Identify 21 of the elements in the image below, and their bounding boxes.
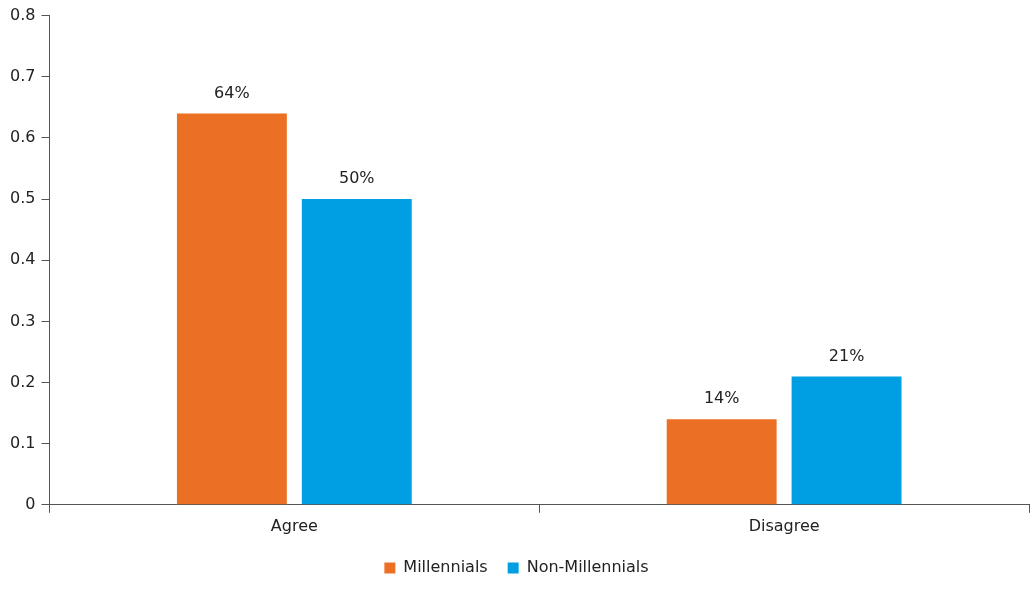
y-tick-label: 0.1	[9, 432, 36, 452]
data-label: 50%	[339, 168, 375, 188]
data-label: 14%	[703, 388, 740, 408]
y-tick-label: 0.3	[9, 310, 36, 330]
data-label: 21%	[828, 345, 865, 365]
bar	[791, 376, 902, 505]
bar	[176, 113, 287, 505]
x-tick-label: Agree	[270, 515, 318, 535]
bar	[301, 199, 412, 505]
x-tick-label: Disagree	[748, 515, 820, 535]
y-tick-label: 0.2	[9, 371, 36, 391]
bar	[666, 419, 777, 505]
legend-label: Millennials	[403, 557, 488, 577]
y-tick-label: 0.5	[9, 188, 36, 208]
y-tick-label: 0.6	[9, 127, 36, 147]
y-tick-label: 0	[25, 493, 36, 513]
y-tick-label: 0.7	[9, 65, 36, 85]
y-tick-label: 0.4	[9, 249, 36, 269]
y-tick-label: 0.8	[9, 4, 36, 24]
legend-label: Non-Millennials	[526, 557, 649, 577]
data-label: 64%	[214, 82, 250, 102]
